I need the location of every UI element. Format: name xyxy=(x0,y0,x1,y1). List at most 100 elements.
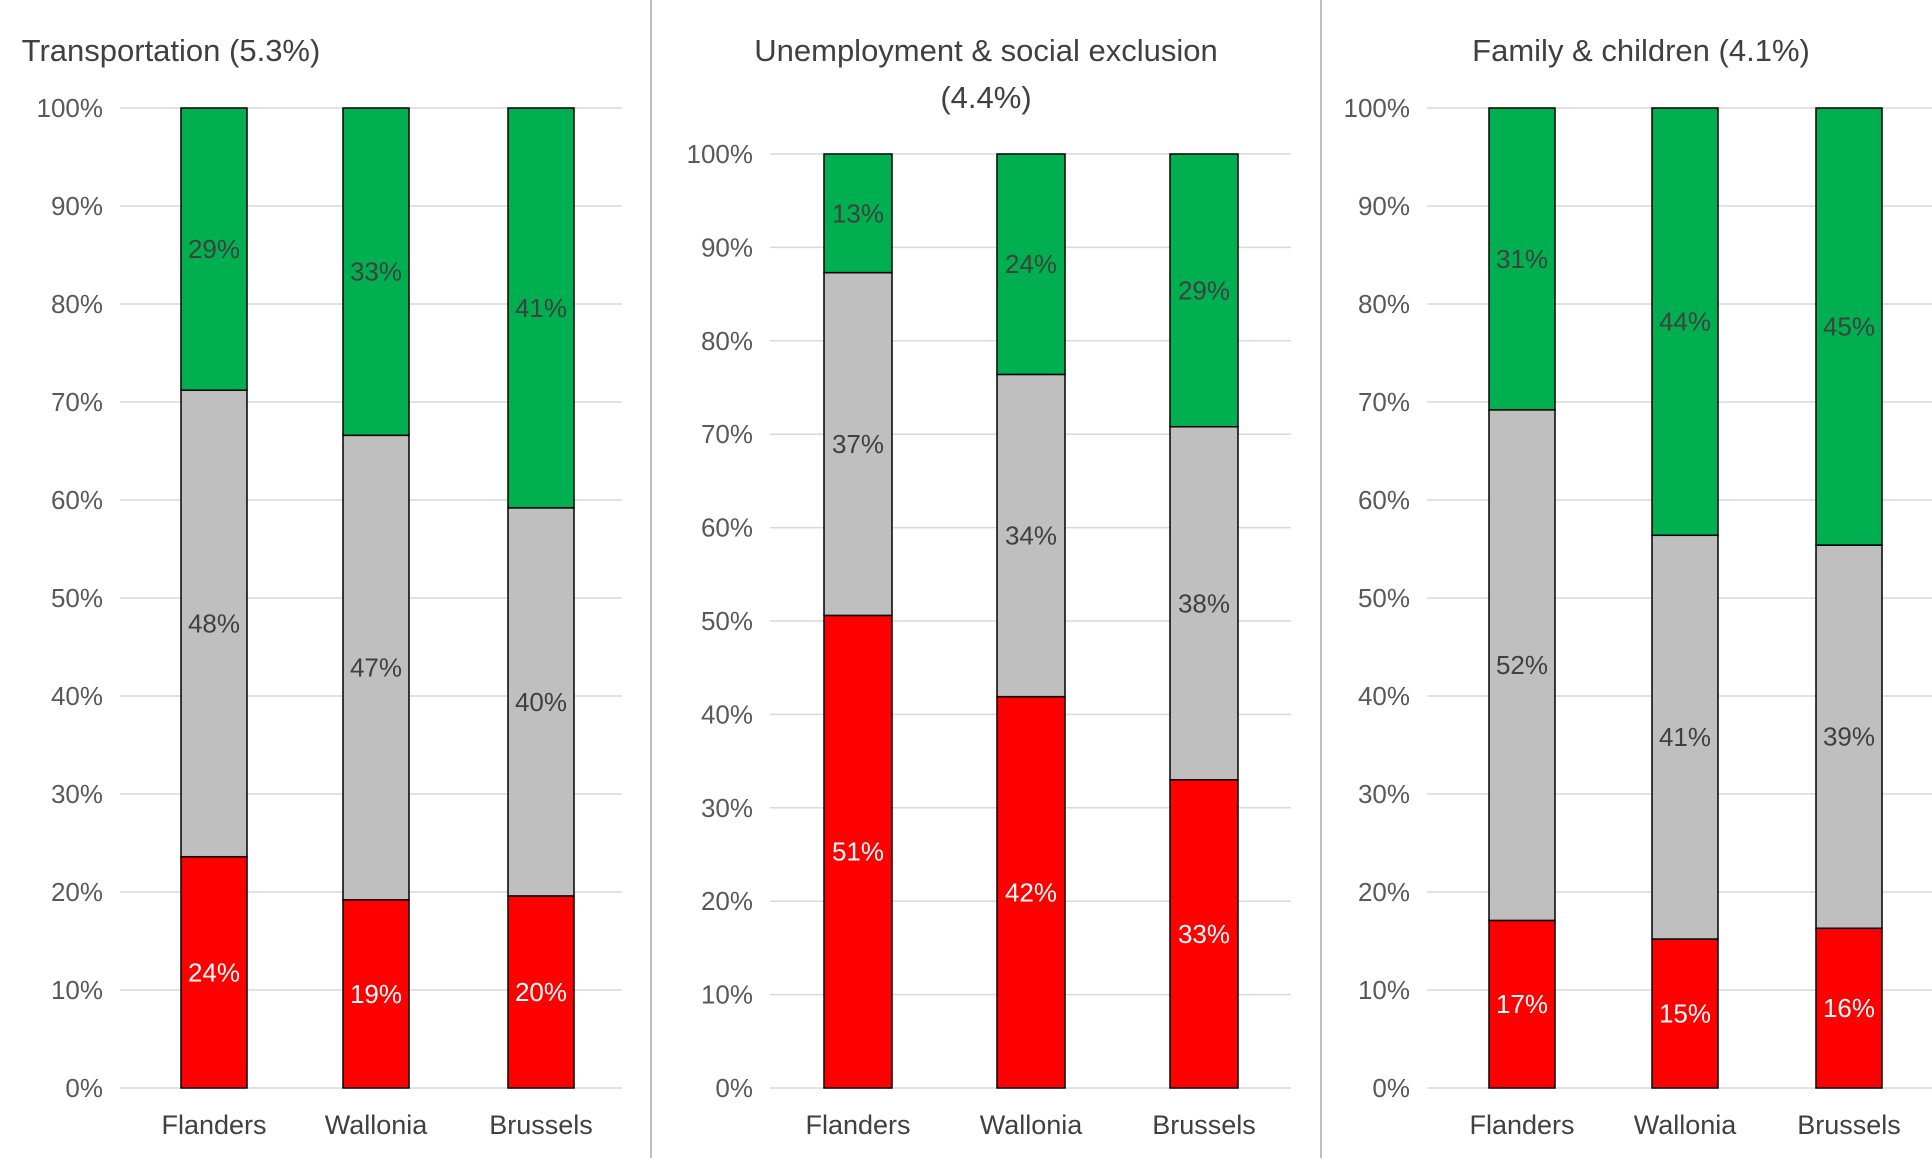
y-tick-label: 30% xyxy=(701,793,753,823)
y-tick-label: 0% xyxy=(715,1073,753,1103)
y-tick-label: 70% xyxy=(1358,387,1410,417)
data-label: 51% xyxy=(832,837,884,867)
bar-segment xyxy=(1488,409,1556,922)
bar-segment xyxy=(1651,534,1719,940)
y-tick-label: 50% xyxy=(701,606,753,636)
bar-segment xyxy=(1169,425,1239,781)
y-tick-label: 80% xyxy=(701,326,753,356)
x-category-label: Flanders xyxy=(805,1110,910,1140)
y-tick-label: 20% xyxy=(51,877,103,907)
x-category-label: Brussels xyxy=(1152,1110,1256,1140)
data-label: 17% xyxy=(1496,989,1548,1019)
y-tick-label: 80% xyxy=(51,289,103,319)
chart-panel-1: Transportation (5.3%) 0% 10% 20% 30% 40% 50% 60… xyxy=(22,33,622,1140)
x-category-label: Wallonia xyxy=(1634,1110,1738,1140)
y-tick-label: 0% xyxy=(1372,1073,1410,1103)
data-label: 41% xyxy=(515,293,567,323)
x-category-label: Flanders xyxy=(1469,1110,1574,1140)
data-label: 31% xyxy=(1496,244,1548,274)
y-tick-label: 30% xyxy=(1358,779,1410,809)
data-label: 52% xyxy=(1496,650,1548,680)
chart-title: Transportation (5.3%) xyxy=(22,33,321,68)
data-label: 19% xyxy=(350,979,402,1009)
y-tick-label: 50% xyxy=(1358,583,1410,613)
x-category-label: Brussels xyxy=(1797,1110,1901,1140)
data-label: 37% xyxy=(832,429,884,459)
bar-segment xyxy=(342,107,410,437)
data-label: 48% xyxy=(188,608,240,638)
y-tick-label: 10% xyxy=(701,980,753,1010)
data-label: 42% xyxy=(1005,877,1057,907)
y-tick-label: 20% xyxy=(1358,877,1410,907)
bar-segment xyxy=(996,153,1066,376)
y-tick-label: 60% xyxy=(51,485,103,515)
bar-segment xyxy=(507,507,575,897)
x-category-label: Brussels xyxy=(489,1110,593,1140)
chart-title: Family & children (4.1%) xyxy=(1472,33,1810,68)
y-tick-label: 40% xyxy=(1358,681,1410,711)
bar-segment xyxy=(1651,938,1719,1089)
chart-title: Unemployment & social exclusion (4.4%) xyxy=(754,33,1218,115)
data-label: 15% xyxy=(1659,999,1711,1029)
bar-segment xyxy=(507,107,575,509)
chart-panel-2: Unemployment & social exclusion (4.4%) 0% 1… xyxy=(687,33,1291,1140)
y-tick-label: 40% xyxy=(51,681,103,711)
data-label: 45% xyxy=(1823,312,1875,342)
y-tick-label: 70% xyxy=(51,387,103,417)
y-tick-label: 100% xyxy=(687,139,754,169)
data-label: 47% xyxy=(350,653,402,683)
chart-panel-3: Family & children (4.1%) 0% 10% 20% 30% 40% 50… xyxy=(1344,33,1932,1140)
data-label: 24% xyxy=(188,957,240,987)
y-tick-label: 60% xyxy=(1358,485,1410,515)
y-tick-label: 100% xyxy=(1344,93,1411,123)
y-tick-label: 90% xyxy=(701,232,753,262)
data-label: 13% xyxy=(832,198,884,228)
data-label: 16% xyxy=(1823,993,1875,1023)
y-tick-label: 10% xyxy=(51,975,103,1005)
bar-segment xyxy=(1815,927,1883,1089)
data-label: 38% xyxy=(1178,588,1230,618)
y-tick-label: 0% xyxy=(65,1073,103,1103)
y-tick-label: 10% xyxy=(1358,975,1410,1005)
y-tick-label: 20% xyxy=(701,886,753,916)
x-category-label: Flanders xyxy=(161,1110,266,1140)
y-tick-label: 90% xyxy=(1358,191,1410,221)
x-category-label: Wallonia xyxy=(980,1110,1084,1140)
bar-segment xyxy=(180,107,248,391)
bar-segment xyxy=(342,899,410,1089)
data-label: 20% xyxy=(515,977,567,1007)
bar-segment xyxy=(1169,153,1239,428)
bar-segment xyxy=(996,695,1066,1089)
data-label: 44% xyxy=(1659,307,1711,337)
data-label: 41% xyxy=(1659,722,1711,752)
data-label: 34% xyxy=(1005,521,1057,551)
bar-segment xyxy=(1488,919,1556,1089)
data-label: 29% xyxy=(1178,275,1230,305)
x-category-label: Wallonia xyxy=(325,1110,429,1140)
data-label: 33% xyxy=(350,257,402,287)
data-label: 33% xyxy=(1178,919,1230,949)
data-label: 40% xyxy=(515,687,567,717)
data-label: 39% xyxy=(1823,722,1875,752)
bar-segment xyxy=(180,389,248,858)
y-tick-label: 90% xyxy=(51,191,103,221)
bar-segment xyxy=(180,855,248,1089)
bar-segment xyxy=(342,434,410,901)
bar-segment xyxy=(1488,107,1556,411)
bar-segment xyxy=(823,614,893,1089)
y-tick-label: 80% xyxy=(1358,289,1410,319)
y-tick-label: 40% xyxy=(701,699,753,729)
y-tick-label: 100% xyxy=(37,93,104,123)
data-label: 24% xyxy=(1005,249,1057,279)
y-tick-label: 60% xyxy=(701,513,753,543)
data-label: 29% xyxy=(188,234,240,264)
bar-segment xyxy=(1169,779,1239,1089)
y-tick-label: 30% xyxy=(51,779,103,809)
bar-segment xyxy=(823,153,893,274)
bar-segment xyxy=(507,895,575,1089)
bar-segment xyxy=(1815,107,1883,546)
y-tick-label: 50% xyxy=(51,583,103,613)
bar-segment xyxy=(1651,107,1719,537)
y-tick-label: 70% xyxy=(701,419,753,449)
